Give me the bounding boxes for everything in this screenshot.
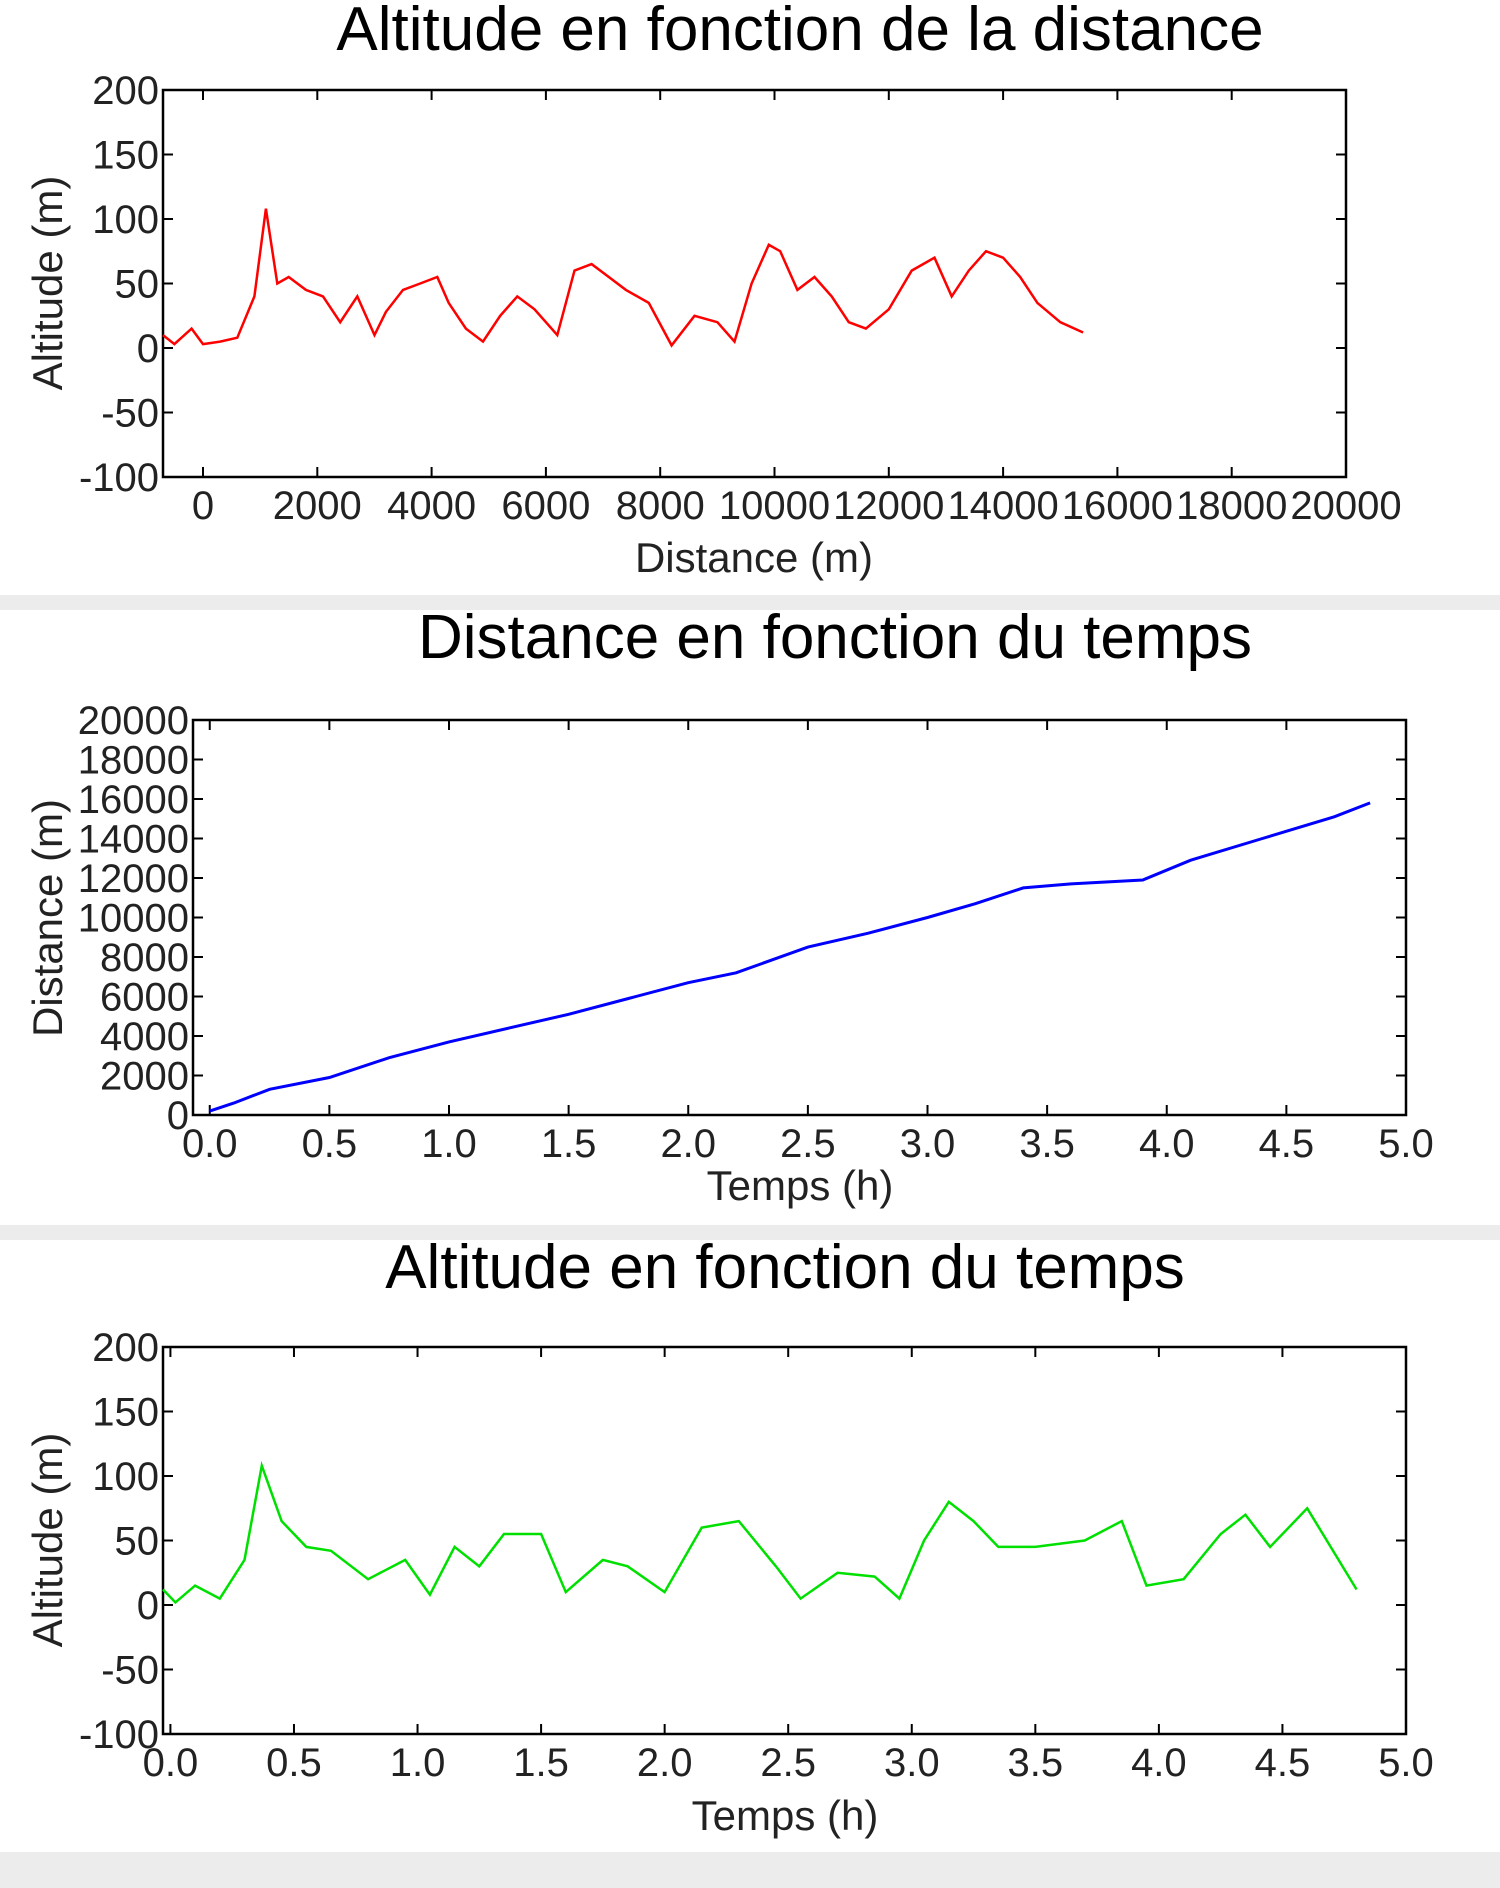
x-tick-label: 0.5 [302,1122,358,1166]
x-tick-label: 1.0 [390,1741,446,1785]
x-tick-label: 8000 [616,484,705,528]
x-tick-label: 0.5 [266,1741,322,1785]
chart-altitude-time: Altitude en fonction du temps 0.0 0.5 1.0 1… [24,1240,1434,1839]
y-tick-label: 12000 [78,857,189,901]
axis-ticks: 0 2000 4000 6000 8000 10000 12000 14000 16000 180… [79,69,1402,528]
x-tick-label: 20000 [1290,484,1401,528]
plot-frame [161,88,1348,479]
x-tick-label: 12000 [833,484,944,528]
plot-frame [161,1345,1408,1736]
axis-ticks: 0.0 0.5 1.0 1.5 2.0 2.5 3.0 3.5 4.0 4.5 5.02000018… [78,699,1434,1166]
x-tick-label: 3.5 [1008,1741,1064,1785]
y-tick-label: 8000 [100,936,189,980]
y-tick-label: 200 [92,69,159,113]
x-tick-label: 2.5 [780,1122,836,1166]
x-axis-label: Temps (h) [707,1162,894,1209]
x-tick-label: 5.0 [1378,1741,1434,1785]
x-tick-label: 0.0 [182,1122,238,1166]
x-tick-label: 16000 [1062,484,1173,528]
y-axis-label: Altitude (m) [24,176,71,391]
x-tick-label: 10000 [719,484,830,528]
y-tick-label: 0 [137,327,159,371]
chart-title: Altitude en fonction du temps [385,1240,1185,1302]
chart-panel-altitude-distance: Altitude en fonction de la distance 0 200… [0,0,1500,595]
x-tick-label: 14000 [947,484,1058,528]
y-axis-label: Altitude (m) [24,1433,71,1648]
y-tick-label: 50 [115,263,160,307]
chart-altitude-distance: Altitude en fonction de la distance 0 200… [24,0,1402,581]
y-tick-label: 150 [92,1391,159,1435]
x-tick-label: 4000 [387,484,476,528]
y-tick-label: 6000 [100,976,189,1020]
x-tick-label: 4.5 [1259,1122,1315,1166]
y-tick-label: 0 [167,1094,189,1138]
x-tick-label: 4.0 [1139,1122,1195,1166]
y-tick-label: 0 [137,1584,159,1628]
x-tick-label: 5.0 [1378,1122,1434,1166]
distance-time-line [209,801,1371,1113]
x-tick-label: 2000 [273,484,362,528]
x-tick-label: 6000 [501,484,590,528]
y-tick-label: 18000 [78,739,189,783]
chart-distance-time: Distance en fonction du temps 0.0 0.5 1.0 1… [24,610,1434,1209]
x-tick-label: 2.0 [637,1741,693,1785]
x-tick-label: 0.0 [143,1741,199,1785]
y-tick-label: 50 [115,1520,160,1564]
x-axis-label: Temps (h) [692,1792,879,1839]
y-tick-label: 200 [92,1326,159,1370]
altitude-time-line [162,1460,1358,1605]
x-tick-label: 1.5 [541,1122,597,1166]
x-axis-label: Distance (m) [635,534,873,581]
y-tick-label: -50 [101,392,159,436]
y-tick-label: 10000 [78,897,189,941]
y-tick-label: 2000 [100,1055,189,1099]
x-tick-label: 3.0 [900,1122,956,1166]
x-tick-label: 0 [192,484,214,528]
y-tick-label: -50 [101,1649,159,1693]
x-tick-label: 4.5 [1255,1741,1311,1785]
chart-title: Distance en fonction du temps [418,610,1252,672]
altitude-distance-line [162,208,1084,348]
y-tick-label: 14000 [78,818,189,862]
axis-ticks: 0.0 0.5 1.0 1.5 2.0 2.5 3.0 3.5 4.0 4.5 5.0 200 150 1… [79,1326,1434,1785]
y-tick-label: 100 [92,198,159,242]
x-tick-label: 2.5 [760,1741,816,1785]
x-tick-label: 2.0 [660,1122,716,1166]
chart-panel-altitude-time: Altitude en fonction du temps 0.0 0.5 1.0 1… [0,1240,1500,1852]
y-tick-label: -100 [79,1713,159,1757]
x-tick-label: 18000 [1176,484,1287,528]
x-tick-label: 1.0 [421,1122,477,1166]
x-tick-label: 3.0 [884,1741,940,1785]
x-tick-label: 4.0 [1131,1741,1187,1785]
y-tick-label: 20000 [78,699,189,743]
y-tick-label: 100 [92,1455,159,1499]
y-tick-label: 4000 [100,1015,189,1059]
plot-frame [191,718,1408,1117]
chart-panel-distance-time: Distance en fonction du temps 0.0 0.5 1.0 1… [0,610,1500,1225]
y-tick-label: 16000 [78,778,189,822]
x-tick-label: 1.5 [513,1741,569,1785]
chart-title: Altitude en fonction de la distance [336,0,1263,64]
x-tick-label: 3.5 [1019,1122,1075,1166]
y-tick-label: 150 [92,134,159,178]
y-axis-label: Distance (m) [24,799,71,1037]
y-tick-label: -100 [79,456,159,500]
